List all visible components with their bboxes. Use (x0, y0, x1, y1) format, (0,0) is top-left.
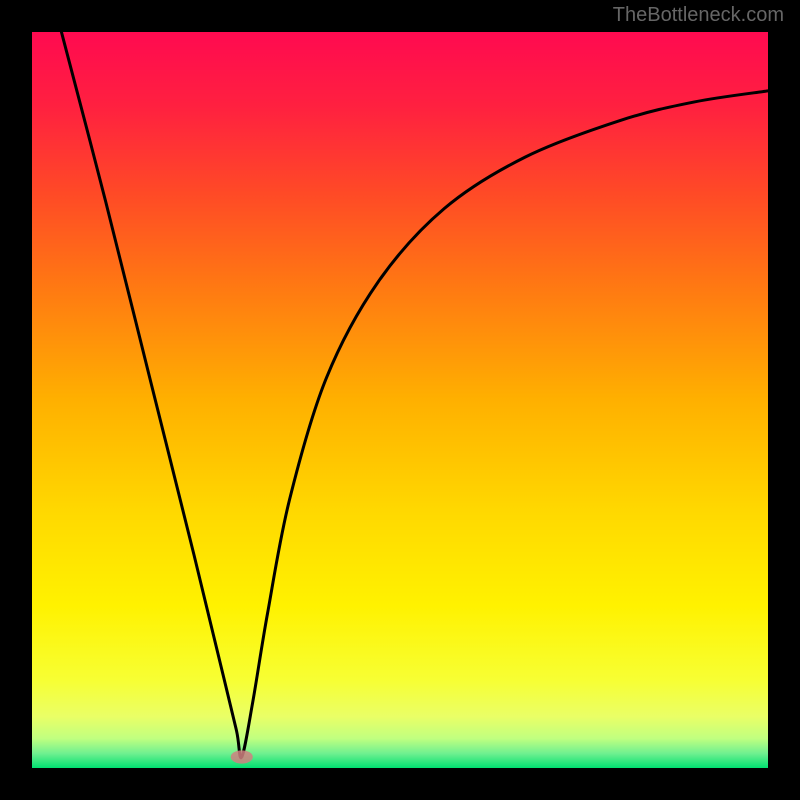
gradient-background (32, 32, 768, 768)
notch-marker (231, 750, 253, 763)
chart-svg (32, 32, 768, 768)
plot-area (32, 32, 768, 768)
watermark-text: TheBottleneck.com (613, 4, 784, 27)
